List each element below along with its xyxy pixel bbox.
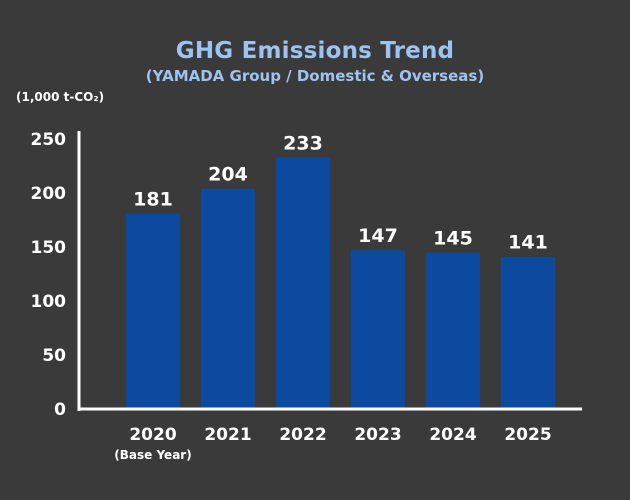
y-tick-label-250: 250 (31, 130, 67, 150)
bar-2022 (276, 157, 330, 409)
y-tick-label-100: 100 (31, 292, 67, 312)
chart-subtitle: (YAMADA Group / Domestic & Overseas) (145, 67, 485, 85)
data-label-2022: 233 (283, 132, 323, 154)
x-tick-label-2024: 2024 (429, 425, 476, 445)
bar-2023 (351, 250, 405, 409)
bar-2021 (201, 188, 255, 409)
chart-title: GHG Emissions Trend (175, 38, 455, 64)
y-tick-label-50: 50 (42, 346, 66, 366)
y-tick-label-150: 150 (31, 238, 67, 258)
x-tick-label-2025: 2025 (504, 425, 551, 445)
data-label-2021: 204 (208, 164, 248, 186)
x-tick-label-2020: 2020 (129, 425, 176, 445)
y-axis-unit-label: (1,000 t-CO₂) (16, 90, 105, 104)
x-tick-label-2021: 2021 (204, 425, 251, 445)
bar-2024 (426, 252, 480, 409)
data-label-2024: 145 (433, 227, 473, 249)
bar-2025 (501, 256, 555, 409)
data-label-2025: 141 (508, 232, 548, 254)
y-tick-label-0: 0 (54, 400, 66, 420)
data-label-2020: 181 (133, 189, 173, 211)
x-tick-label-2022: 2022 (279, 425, 326, 445)
x-tick-note-2020: (Base Year) (114, 448, 191, 462)
data-label-2023: 147 (358, 225, 398, 247)
bar-2020 (126, 213, 180, 409)
y-tick-label-200: 200 (31, 184, 67, 204)
x-tick-label-2023: 2023 (354, 425, 401, 445)
